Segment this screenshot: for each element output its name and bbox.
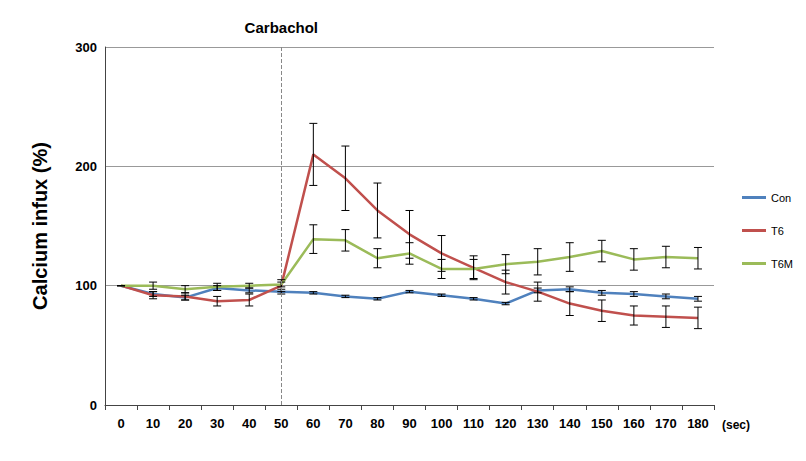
svg-text:T6: T6 xyxy=(771,225,784,237)
svg-text:70: 70 xyxy=(338,416,352,431)
svg-text:10: 10 xyxy=(146,416,160,431)
svg-text:130: 130 xyxy=(527,416,549,431)
svg-text:30: 30 xyxy=(210,416,224,431)
svg-text:0: 0 xyxy=(90,398,97,413)
svg-text:Calcium infux (%): Calcium infux (%) xyxy=(29,142,51,310)
svg-text:40: 40 xyxy=(242,416,256,431)
svg-text:0: 0 xyxy=(117,416,124,431)
svg-text:90: 90 xyxy=(402,416,416,431)
svg-text:180: 180 xyxy=(687,416,709,431)
svg-text:100: 100 xyxy=(431,416,453,431)
svg-text:170: 170 xyxy=(655,416,677,431)
svg-text:60: 60 xyxy=(306,416,320,431)
svg-text:160: 160 xyxy=(623,416,645,431)
svg-text:80: 80 xyxy=(370,416,384,431)
svg-text:T6M: T6M xyxy=(771,258,793,270)
svg-text:140: 140 xyxy=(559,416,581,431)
svg-text:120: 120 xyxy=(495,416,517,431)
svg-text:110: 110 xyxy=(463,416,484,431)
svg-text:Con: Con xyxy=(771,192,791,204)
svg-text:20: 20 xyxy=(178,416,192,431)
svg-text:150: 150 xyxy=(591,416,613,431)
svg-text:200: 200 xyxy=(75,159,97,174)
svg-text:(sec): (sec) xyxy=(722,418,750,432)
svg-text:Carbachol: Carbachol xyxy=(245,19,318,36)
svg-text:100: 100 xyxy=(75,278,97,293)
svg-text:300: 300 xyxy=(75,40,97,55)
svg-text:50: 50 xyxy=(274,416,288,431)
